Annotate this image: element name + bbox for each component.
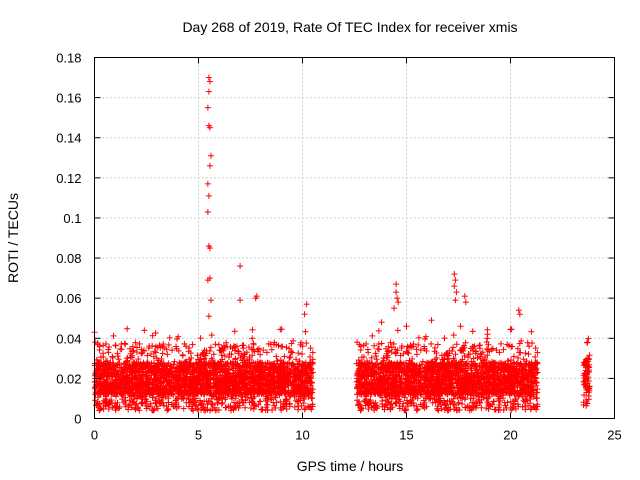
data-point [291, 403, 298, 410]
data-point [242, 404, 249, 411]
data-point [283, 344, 290, 351]
data-point [239, 342, 246, 349]
data-point [309, 349, 316, 356]
data-point [105, 406, 112, 413]
data-point [249, 335, 256, 342]
data-point [281, 353, 288, 360]
data-point [169, 347, 176, 354]
data-points [91, 74, 593, 414]
data-point [189, 341, 196, 348]
data-point [268, 346, 275, 353]
data-point [223, 339, 230, 346]
data-point [109, 354, 116, 361]
data-point [128, 404, 135, 411]
data-point [302, 328, 309, 335]
data-point [237, 354, 244, 361]
data-point [215, 341, 222, 348]
data-point [273, 353, 280, 360]
data-point [105, 346, 112, 353]
data-point [166, 334, 173, 341]
data-point [197, 335, 204, 342]
data-point [105, 344, 112, 351]
data-point [207, 344, 214, 351]
chart-title: Day 268 of 2019, Rate Of TEC Index for r… [182, 19, 517, 35]
data-point [232, 355, 239, 362]
data-point [212, 341, 219, 348]
data-point [256, 398, 263, 405]
data-point [103, 340, 110, 347]
data-point [133, 400, 140, 407]
data-point [299, 351, 306, 358]
data-point [218, 400, 225, 407]
data-point [303, 340, 310, 347]
data-point [163, 346, 170, 353]
data-point [286, 345, 293, 352]
data-point [249, 326, 256, 333]
data-point [149, 394, 156, 401]
data-point [295, 403, 302, 410]
data-point [222, 404, 229, 411]
